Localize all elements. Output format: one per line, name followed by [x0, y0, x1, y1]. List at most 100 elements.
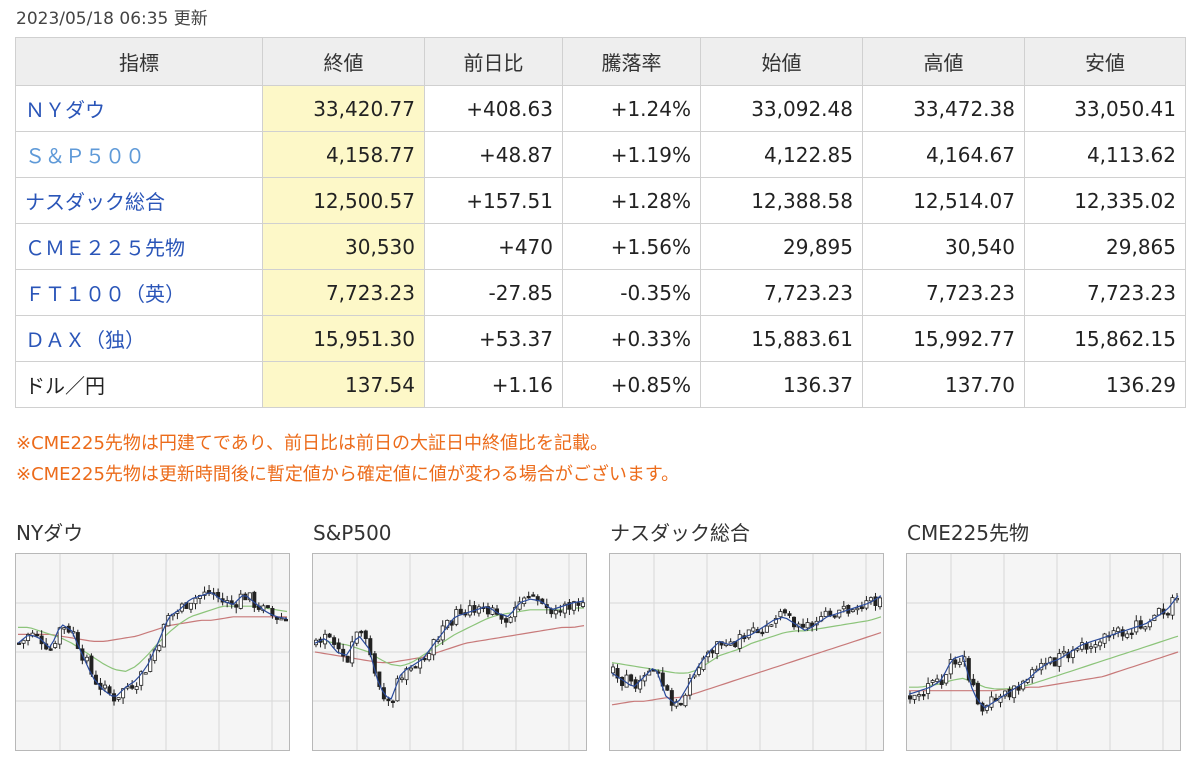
moving-average-long — [18, 616, 287, 643]
candle-body — [696, 667, 701, 675]
candle-body — [975, 682, 980, 705]
candle-body — [773, 618, 778, 624]
candle-body — [279, 618, 284, 621]
candle-body — [48, 648, 53, 651]
candle-body — [907, 695, 913, 700]
index-link-sp500[interactable]: Ｓ＆Ｐ５００ — [25, 144, 145, 168]
candle-body — [715, 641, 720, 654]
candle-body — [805, 622, 810, 629]
candle-body — [760, 631, 765, 635]
change-value: +48.87 — [424, 131, 563, 178]
candle-body — [130, 685, 135, 689]
candle-body — [116, 697, 121, 700]
candle-body — [610, 666, 616, 674]
candle-body — [944, 674, 949, 684]
candle-body — [567, 602, 572, 610]
index-link-nydow[interactable]: ＮＹダウ — [25, 98, 105, 122]
candle-body — [571, 601, 576, 611]
candle-body — [134, 686, 139, 690]
rate-value: +1.19% — [562, 131, 701, 178]
candle-body — [359, 630, 364, 634]
candle-body — [989, 696, 994, 708]
low-value: 7,723.23 — [1024, 269, 1186, 316]
note-line: ※CME225先物は円建てであり、前日比は前日の大証日中終値比を記載。 — [16, 433, 609, 454]
open-value: 29,895 — [700, 223, 863, 270]
index-link-nasdaq[interactable]: ナスダック総合 — [25, 190, 165, 214]
candle-body — [1021, 680, 1026, 690]
index-link-cme225[interactable]: ＣＭＥ２２５先物 — [25, 236, 185, 260]
low-value: 15,862.15 — [1024, 315, 1186, 362]
candle-body — [917, 694, 922, 697]
candle-body — [859, 606, 864, 610]
moving-average-long — [909, 651, 1179, 692]
candle-body — [1165, 613, 1170, 616]
candle-body — [953, 659, 958, 665]
candle-body — [576, 602, 581, 606]
candle-body — [121, 688, 126, 699]
candle-body — [1052, 657, 1057, 667]
low-value: 136.29 — [1024, 361, 1186, 408]
candle-body — [921, 694, 926, 697]
candle-body — [971, 678, 976, 686]
chart-nasdaq[interactable] — [609, 553, 884, 751]
candle-body — [35, 633, 40, 637]
high-value: 7,723.23 — [862, 269, 1025, 316]
candle-body — [16, 642, 22, 645]
rate-value: +1.24% — [562, 85, 701, 132]
high-value: 33,472.38 — [862, 85, 1025, 132]
moving-average-mid — [315, 607, 584, 667]
index-link-dax[interactable]: ＤＡＸ（独） — [25, 328, 145, 352]
high-value: 12,514.07 — [862, 177, 1025, 224]
candle-body — [193, 597, 198, 605]
candle-body — [409, 667, 414, 671]
moving-average-short — [314, 598, 585, 700]
candle-body — [769, 624, 774, 627]
candle-body — [1120, 629, 1125, 637]
header-rate: 騰落率 — [562, 37, 701, 86]
close-value: 30,530 — [262, 223, 425, 270]
candle-body — [665, 685, 670, 691]
high-value: 4,164.67 — [862, 131, 1025, 178]
updated-timestamp: 2023/05/18 06:35 更新 — [16, 9, 208, 29]
candle-body — [53, 643, 58, 648]
candle-body — [472, 605, 477, 613]
candle-body — [877, 597, 882, 608]
chart-card-nydow: NYダウ — [15, 518, 290, 751]
high-value: 30,540 — [862, 223, 1025, 270]
candle-body — [112, 693, 117, 702]
table-row: ＣＭＥ２２５先物 30,530 +470 +1.56% 29,895 30,54… — [15, 223, 1186, 270]
rate-value: +1.28% — [562, 177, 701, 224]
close-value: 12,500.57 — [262, 177, 425, 224]
change-value: +53.37 — [424, 315, 563, 362]
candle-body — [1048, 657, 1053, 664]
chart-sp500[interactable] — [312, 553, 587, 751]
change-value: -27.85 — [424, 269, 563, 316]
index-link-ft100[interactable]: ＦＴ１００（英） — [25, 282, 185, 306]
candle-body — [558, 610, 563, 613]
candle-body — [778, 611, 783, 618]
rate-value: +0.33% — [562, 315, 701, 362]
candle-body — [161, 623, 166, 648]
close-value: 4,158.77 — [262, 131, 425, 178]
candle-body — [1061, 650, 1066, 654]
candle-body — [327, 633, 332, 638]
candle-body — [948, 659, 953, 675]
moving-average-long — [314, 625, 585, 664]
candle-body — [939, 679, 944, 685]
change-value: +157.51 — [424, 177, 563, 224]
candle-body — [252, 591, 257, 608]
chart-nydow[interactable] — [15, 553, 290, 751]
candle-body — [21, 639, 26, 644]
chart-cme225[interactable] — [906, 553, 1181, 751]
candle-body — [957, 661, 962, 665]
low-value: 29,865 — [1024, 223, 1186, 270]
candle-body — [234, 604, 239, 608]
index-name-usdjpy: ドル／円 — [15, 361, 263, 408]
candle-body — [801, 623, 806, 628]
candle-body — [868, 597, 873, 602]
candle-body — [143, 672, 148, 675]
candle-body — [930, 680, 935, 683]
candle-body — [678, 702, 683, 706]
table-row: ドル／円 137.54 +1.16 +0.85% 136.37 137.70 1… — [15, 361, 1186, 408]
change-value: +470 — [424, 223, 563, 270]
